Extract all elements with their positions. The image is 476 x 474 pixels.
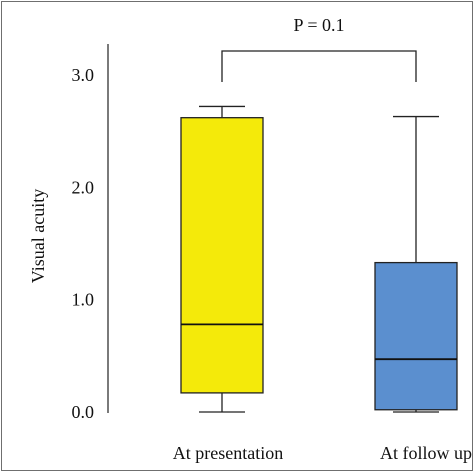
y-tick-label-0: 0.0 [72, 402, 95, 422]
y-tick-label-1: 1.0 [72, 290, 95, 310]
box-rect-0 [180, 117, 264, 394]
y-tick-label-2: 2.0 [72, 177, 95, 197]
y-tick-labels: 0.0 1.0 2.0 3.0 [72, 65, 95, 422]
x-tick-label-0: At presentation [173, 443, 283, 463]
box-0 [180, 105, 264, 413]
y-tick-label-3: 3.0 [72, 65, 95, 85]
x-tick-labels: At presentation At follow up [173, 443, 472, 463]
boxes [180, 105, 458, 413]
significance-bracket [221, 50, 417, 82]
box-rect-1 [374, 261, 458, 411]
box-1 [374, 115, 458, 413]
p-value-label: P = 0.1 [294, 15, 345, 35]
x-tick-label-1: At follow up [380, 443, 472, 463]
significance-annotation: P = 0.1 [221, 15, 417, 82]
y-axis-label: Visual acuity [28, 189, 48, 283]
